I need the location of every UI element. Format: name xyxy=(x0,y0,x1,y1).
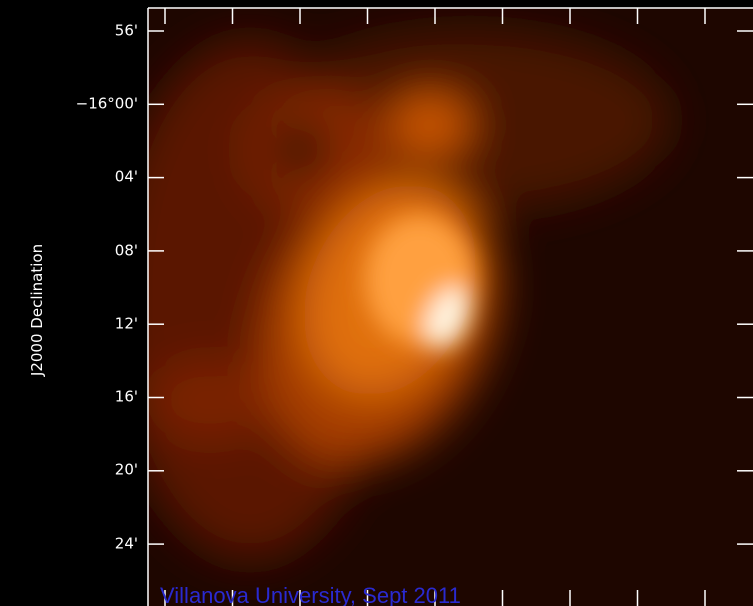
knot xyxy=(390,95,470,155)
cloud xyxy=(150,360,270,440)
tick-label: 12' xyxy=(115,315,138,333)
tick-label: 24' xyxy=(115,535,138,553)
page: J2000 Declination 56' −16°00' 04' 08' 12… xyxy=(0,0,753,606)
tick-label: 04' xyxy=(115,168,138,186)
tick-label: 08' xyxy=(115,242,138,260)
tick-label: 16' xyxy=(115,388,138,406)
figure: J2000 Declination 56' −16°00' 04' 08' 12… xyxy=(0,0,753,606)
axis-label: J2000 Declination xyxy=(28,244,46,377)
watermark: Villanova University, Sept 2011 xyxy=(160,583,461,606)
sky-image xyxy=(110,8,753,606)
tick-label: 20' xyxy=(115,461,138,479)
ring-hole xyxy=(270,122,330,178)
tick-label: 56' xyxy=(115,22,138,40)
tick-label: −16°00' xyxy=(76,95,138,113)
